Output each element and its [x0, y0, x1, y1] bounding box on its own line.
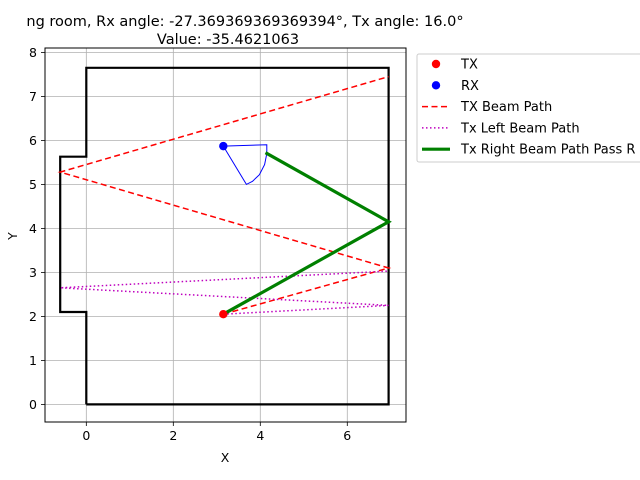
- plot-frame: [44, 47, 407, 423]
- grid-lines: [45, 48, 406, 422]
- legend-label-tx: TX: [460, 58, 478, 73]
- axis-ticks: 0 2 4 6 0 1 2 3 4 5 6 7 8: [29, 45, 351, 443]
- y-tick-label: 8: [29, 45, 37, 60]
- rx-marker: [219, 141, 228, 151]
- legend-frame: [416, 53, 640, 163]
- chart-title-line2: Value: -35.4621063: [157, 32, 299, 48]
- chart-title-line1: ng room, Rx angle: -27.369369369369394°,…: [26, 14, 463, 30]
- y-tick-label: 4: [29, 221, 37, 236]
- x-tick-label: 4: [256, 428, 264, 443]
- y-tick-label: 0: [29, 397, 37, 412]
- tx-right-beam-path-pass-r-line: [222, 151, 392, 316]
- legend-label-tx-beam-path: TX Beam Path: [460, 100, 552, 115]
- room-outline: [59, 66, 390, 406]
- y-tick-label: 7: [29, 89, 37, 104]
- x-tick-label: 0: [82, 428, 90, 443]
- legend-swatch-tx: [431, 59, 441, 69]
- legend-label-tx-left-beam-path: Tx Left Beam Path: [460, 121, 580, 136]
- legend-label-rx: RX: [461, 79, 479, 94]
- y-tick-label: 2: [29, 309, 37, 324]
- legend-swatch-rx: [431, 81, 441, 90]
- tx-marker: [219, 310, 228, 319]
- y-tick-label: 6: [29, 133, 37, 148]
- tx-beam-path-line: [57, 75, 392, 315]
- rx-field-of-view: [222, 144, 268, 186]
- y-tick-label: 5: [29, 177, 37, 192]
- legend: TX RX TX Beam Path Tx Left Beam Path Tx Righ…: [416, 53, 640, 163]
- y-axis-label: Y: [5, 232, 20, 241]
- plot-area: [57, 66, 392, 406]
- x-axis-label: X: [221, 450, 230, 465]
- x-tick-label: 2: [169, 428, 177, 443]
- x-tick-label: 6: [343, 428, 351, 443]
- y-tick-label: 1: [29, 353, 37, 368]
- y-tick-label: 3: [29, 265, 37, 280]
- legend-label-tx-right-beam-path-pass-r: Tx Right Beam Path Pass R: [460, 143, 635, 158]
- tx-left-beam-path-line: [60, 270, 389, 315]
